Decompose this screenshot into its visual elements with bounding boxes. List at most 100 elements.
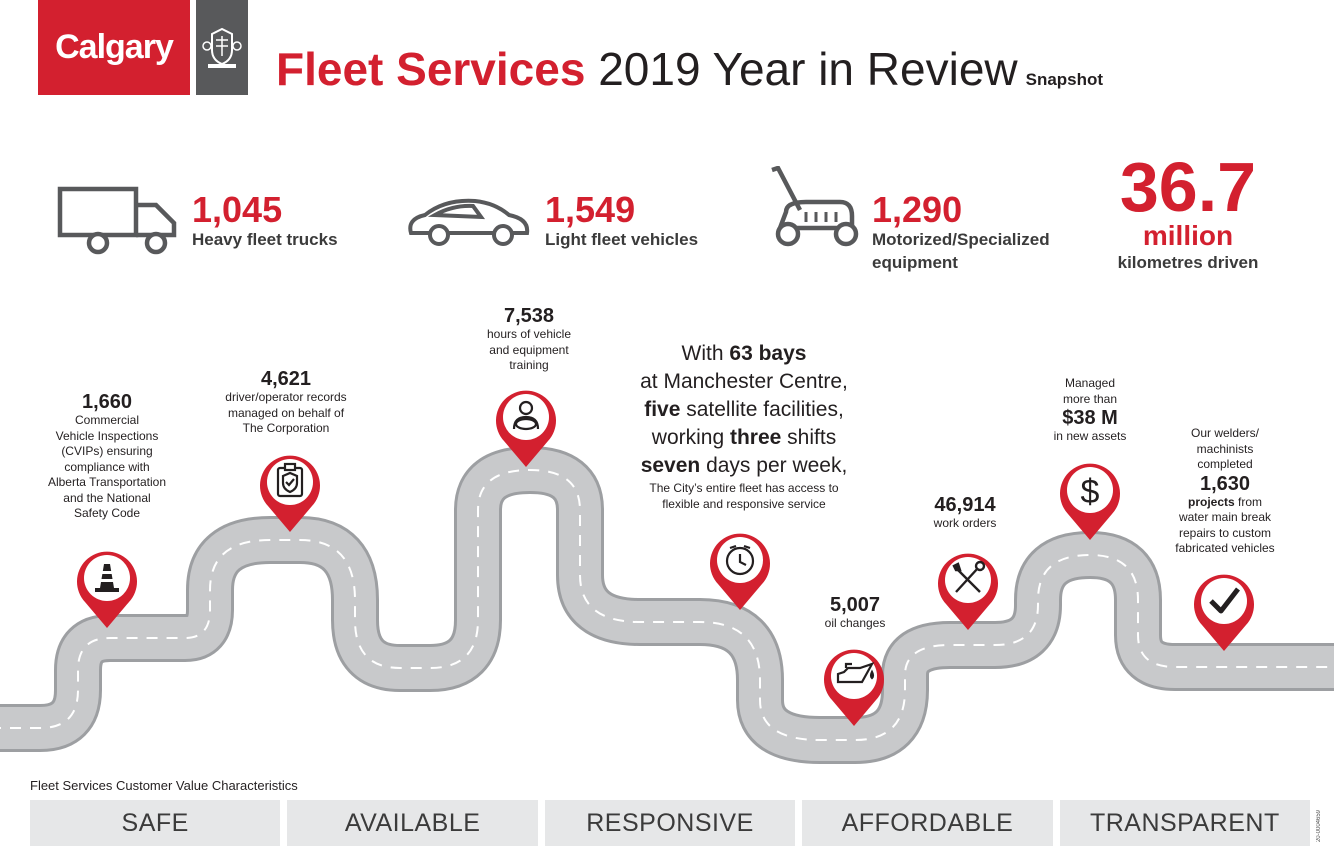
- milestone-line: Safety Code: [73, 506, 141, 520]
- service-line: working three shifts: [612, 424, 876, 452]
- milestone-oil: 5,007 oil changes: [800, 594, 910, 632]
- oil-can-icon: [836, 662, 875, 684]
- milestone-service: With 63 bays at Manchester Centre, five …: [612, 340, 876, 512]
- milestone-line: water main break: [1178, 510, 1272, 524]
- service-small: flexible and responsive service: [662, 497, 826, 511]
- milestone-value: 1,660: [81, 391, 133, 413]
- title-rest: 2019 Year in Review: [585, 43, 1018, 95]
- milestone-line: Commercial: [74, 413, 139, 427]
- value-affordable: AFFORDABLE: [795, 800, 1052, 846]
- value-characteristics-bar: SAFE AVAILABLE RESPONSIVE AFFORDABLE TRA…: [30, 800, 1310, 846]
- milestone-line: machinists: [1196, 441, 1254, 456]
- text-bold: 63 bays: [729, 342, 807, 365]
- clock-pin: [710, 533, 770, 610]
- milestone-records: 4,621 driver/operator records managed on…: [212, 368, 360, 437]
- milestone-value: 4,621: [260, 368, 312, 390]
- stat-label: Light fleet vehicles: [545, 230, 699, 249]
- stat-value: 1,549: [545, 189, 636, 230]
- traffic-cone-icon: [95, 564, 119, 592]
- stat-label: equipment: [872, 253, 958, 272]
- stat-label: Motorized/Specialized: [872, 230, 1050, 249]
- stat-equipment: 1,290 Motorized/Specialized equipment: [872, 192, 1050, 274]
- cone-pin: [77, 551, 137, 628]
- clipboard-pin: [260, 455, 320, 532]
- title-red: Fleet Services: [276, 43, 586, 95]
- stat-light-vehicles: 1,549 Light fleet vehicles: [545, 192, 698, 251]
- milestone-line: Our welders/: [1190, 426, 1260, 440]
- milestone-inspections: 1,660 Commercial Vehicle Inspections (CV…: [36, 391, 178, 522]
- logo-text: Calgary: [55, 28, 174, 66]
- text-bold: three: [729, 426, 782, 449]
- calgary-logo: Calgary: [38, 0, 190, 95]
- check-pin: [1194, 574, 1254, 651]
- milestone-line: completed: [1197, 457, 1253, 471]
- milestone-work-orders: 46,914 work orders: [910, 494, 1020, 532]
- driver-icon: [512, 400, 540, 431]
- tools-icon: [952, 560, 986, 593]
- text: With: [681, 342, 730, 365]
- truck-icon: [57, 186, 177, 255]
- milestone-value: 7,538: [503, 305, 555, 327]
- tools-pin: [938, 553, 998, 630]
- value-available: AVAILABLE: [280, 800, 537, 846]
- dollar-icon: $: [1081, 473, 1100, 511]
- stat-unit: million: [1142, 220, 1234, 251]
- milestone-line: (CVIPs) ensuring: [61, 444, 153, 458]
- milestone-line: work orders: [933, 516, 997, 530]
- clipboard-shield-icon: [276, 462, 304, 498]
- milestone-value: 46,914: [934, 494, 996, 516]
- milestone-line: and the National: [63, 490, 151, 505]
- milestone-line: training: [509, 358, 549, 372]
- text-bold: five: [644, 398, 681, 421]
- driver-pin: [496, 390, 556, 467]
- lawn-mower-icon: [771, 166, 859, 247]
- milestone-line: managed on behalf of: [227, 405, 345, 420]
- text: from: [1234, 494, 1263, 509]
- milestone-line: Alberta Transportation: [47, 475, 167, 489]
- car-icon: [408, 198, 530, 246]
- text: days per week,: [700, 454, 848, 477]
- milestone-value: 5,007: [829, 594, 881, 616]
- text: satellite facilities,: [680, 398, 844, 421]
- milestone-line: Vehicle Inspections: [55, 428, 159, 443]
- checkmark-icon: [1209, 587, 1240, 614]
- milestone-line: projects from: [1160, 495, 1290, 511]
- milestone-line: oil changes: [824, 616, 886, 630]
- value-responsive: RESPONSIVE: [537, 800, 795, 846]
- milestone-value: $38 M: [1062, 407, 1118, 429]
- stat-label: Heavy fleet trucks: [192, 230, 338, 249]
- milestone-training: 7,538 hours of vehicle and equipment tra…: [464, 305, 594, 374]
- value-transparent: TRANSPARENT: [1052, 800, 1310, 846]
- milestone-line: fabricated vehicles: [1175, 541, 1275, 555]
- text-bold: seven: [640, 454, 701, 477]
- milestone-line: repairs to custom: [1178, 525, 1272, 540]
- milestone-line: hours of vehicle: [486, 327, 572, 341]
- document-code: 20-0004659: [1316, 810, 1322, 843]
- stat-kilometres: 36.7 million kilometres driven: [1108, 148, 1268, 274]
- value-safe: SAFE: [121, 808, 189, 837]
- service-small: The City’s entire fleet has access to: [649, 481, 839, 495]
- milestone-line: more than: [1062, 391, 1118, 406]
- dollar-pin: $: [1060, 463, 1120, 540]
- service-line: five satellite facilities,: [612, 396, 876, 424]
- milestone-value: 1,630: [1199, 472, 1251, 495]
- clock-icon: [725, 544, 755, 576]
- milestone-line: in new assets: [1053, 429, 1127, 443]
- text-bold: projects: [1187, 494, 1235, 509]
- milestone-projects: Our welders/ machinists completed 1,630 …: [1160, 426, 1290, 557]
- stat-big-value: 36.7: [1119, 148, 1257, 226]
- stat-label: kilometres driven: [1117, 253, 1259, 272]
- page-title: Fleet Services 2019 Year in Review Snapsh…: [276, 46, 1103, 92]
- milestone-line: and equipment: [489, 342, 569, 357]
- milestone-assets: Managed more than $38 M in new assets: [1036, 376, 1144, 445]
- text: shifts: [781, 426, 837, 449]
- service-line: With 63 bays: [612, 340, 876, 368]
- service-line: at Manchester Centre,: [640, 370, 848, 393]
- service-line: seven days per week,: [612, 452, 876, 480]
- oil-pin: [824, 649, 884, 726]
- footer-label: Fleet Services Customer Value Characteri…: [30, 778, 298, 793]
- milestone-line: compliance with: [64, 459, 150, 474]
- text: working: [651, 426, 730, 449]
- coat-of-arms-icon: [196, 0, 248, 95]
